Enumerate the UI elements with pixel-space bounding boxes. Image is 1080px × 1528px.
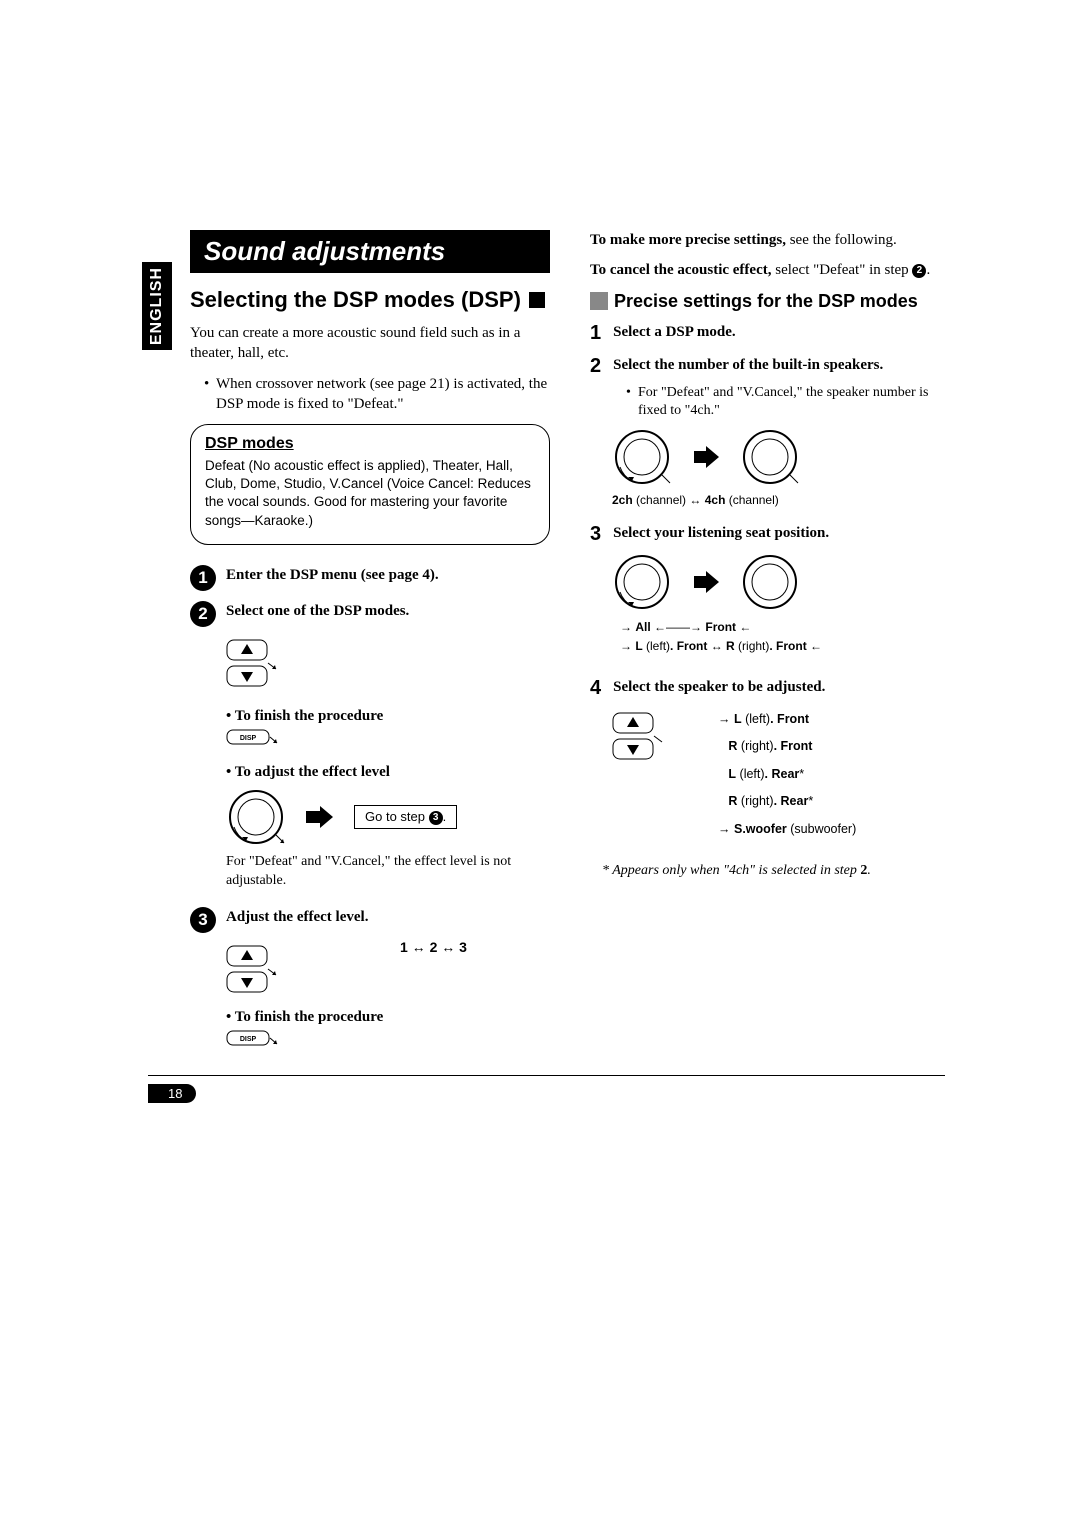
dsp-modes-title: DSP modes	[205, 435, 535, 453]
square-icon	[529, 292, 545, 308]
rstep-3-text: Select your listening seat position.	[613, 523, 829, 543]
sub-finish-1: • To finish the procedure	[226, 708, 550, 725]
step-number-2-icon: 2	[190, 601, 216, 627]
channel-row	[612, 427, 950, 487]
up-down-button-icon	[226, 639, 278, 687]
rstep-4-text: Select the speaker to be adjusted.	[613, 677, 825, 697]
content-columns: Sound adjustments Selecting the DSP mode…	[190, 230, 950, 1055]
arrow-right-icon	[306, 803, 334, 831]
speaker-r-front: R (right). Front	[718, 733, 856, 761]
arrow-right-icon	[692, 443, 720, 471]
footer-rule	[148, 1075, 945, 1076]
speaker-l-front: → L (left). Front	[718, 706, 856, 734]
more-precise-note: To make more precise settings, see the f…	[590, 230, 950, 250]
up-down-button-icon	[612, 712, 664, 760]
knob-icon	[612, 552, 672, 612]
section-heading-text: Selecting the DSP modes (DSP)	[190, 287, 521, 313]
right-steps: 1 Select a DSP mode. 2 Select the number…	[612, 322, 950, 844]
gray-square-icon	[590, 292, 608, 310]
page-number: 18	[148, 1084, 196, 1103]
knob-icon	[226, 787, 286, 847]
knob-icon	[740, 427, 800, 487]
svg-text:DISP: DISP	[240, 1036, 257, 1043]
sub-finish-2: • To finish the procedure	[226, 1009, 550, 1026]
position-flow-line2: → L (left). Front ↔ R (right). Front ←	[620, 637, 950, 656]
step-1-text: Enter the DSP menu (see page 4).	[226, 565, 439, 585]
speaker-subwoofer: → S.woofer (subwoofer)	[718, 816, 856, 844]
step2-ref-icon: 2	[912, 264, 926, 278]
rstep-1: 1 Select a DSP mode.	[612, 322, 950, 345]
chapter-title: Sound adjustments	[190, 230, 550, 273]
rstep-2-text: Select the number of the built-in speake…	[613, 355, 883, 375]
intro-bullet: When crossover network (see page 21) is …	[204, 374, 550, 415]
footnote-text: Appears only when "4ch" is selected in s…	[609, 863, 860, 878]
left-column: Sound adjustments Selecting the DSP mode…	[190, 230, 550, 1055]
rstep-1-num: 1	[590, 322, 601, 345]
ch-mid1: (channel) ↔	[633, 493, 705, 507]
disp-button-icon: DISP	[226, 1030, 278, 1050]
rstep-3: 3 Select your listening seat position.	[612, 523, 950, 546]
ch-4ch: 4ch	[705, 493, 726, 507]
rstep-4-num: 4	[590, 677, 601, 700]
channel-label: 2ch (channel) ↔ 4ch (channel)	[612, 493, 950, 507]
step-3-text: Adjust the effect level.	[226, 907, 368, 927]
defeat-note: For "Defeat" and "V.Cancel," the effect …	[226, 853, 550, 891]
rstep-2-num: 2	[590, 355, 601, 378]
cancel-bold: To cancel the acoustic effect,	[590, 262, 771, 278]
step-2: 2 Select one of the DSP modes.	[226, 601, 550, 627]
cancel-note: To cancel the acoustic effect, select "D…	[590, 260, 950, 280]
sub-adjust: • To adjust the effect level	[226, 764, 550, 781]
step-1: 1 Enter the DSP menu (see page 4).	[226, 565, 550, 591]
language-label: ENGLISH	[148, 267, 166, 345]
speaker-list: → L (left). Front R (right). Front L (le…	[718, 706, 856, 844]
arrow-right-icon	[692, 568, 720, 596]
rstep-2: 2 Select the number of the built-in spea…	[612, 355, 950, 378]
rstep-2-bullet: For "Defeat" and "V.Cancel," the speaker…	[626, 384, 950, 422]
ch-2ch: 2ch	[612, 493, 633, 507]
right-column: To make more precise settings, see the f…	[590, 230, 950, 1055]
sub-finish-1-text: To finish the procedure	[235, 708, 384, 724]
left-steps: 1 Enter the DSP menu (see page 4). 2 Sel…	[226, 565, 550, 1055]
dsp-modes-body: Defeat (No acoustic effect is applied), …	[205, 457, 535, 530]
step-number-1-icon: 1	[190, 565, 216, 591]
sub-finish-2-text: To finish the procedure	[235, 1009, 384, 1025]
more-precise-bold: To make more precise settings,	[590, 232, 786, 248]
step-2-text: Select one of the DSP modes.	[226, 601, 409, 621]
rstep-4: 4 Select the speaker to be adjusted.	[612, 677, 950, 700]
more-precise-rest: see the following.	[786, 232, 897, 248]
knob-icon	[612, 427, 672, 487]
rstep-1-text: Select a DSP mode.	[613, 322, 735, 342]
step-3-controls: 1 ↔ 2 ↔ 3	[226, 939, 550, 999]
footnote: * Appears only when "4ch" is selected in…	[602, 863, 950, 879]
step-3: 3 Adjust the effect level.	[226, 907, 550, 933]
step3-ref-icon: 3	[429, 811, 443, 825]
speaker-l-rear: L (left). Rear*	[718, 761, 856, 789]
knob-icon	[740, 552, 800, 612]
position-flow-line1: → All ←——→ Front ←	[620, 618, 950, 637]
rstep-3-num: 3	[590, 523, 601, 546]
position-flow: → All ←——→ Front ← → L (left). Front ↔ R…	[620, 618, 950, 656]
precise-settings-text: Precise settings for the DSP modes	[614, 291, 918, 312]
svg-text:DISP: DISP	[240, 735, 257, 742]
goto-step3-text: Go to step	[365, 809, 429, 824]
cancel-rest: select "Defeat" in step	[771, 262, 912, 278]
step-number-3-icon: 3	[190, 907, 216, 933]
footnote-star: *	[602, 863, 609, 878]
section-heading: Selecting the DSP modes (DSP)	[190, 287, 550, 313]
ch-mid2: (channel)	[725, 493, 778, 507]
up-down-button-icon	[226, 945, 278, 993]
level-sequence: 1 ↔ 2 ↔ 3	[400, 939, 467, 955]
speaker-select-row: → L (left). Front R (right). Front L (le…	[612, 706, 950, 844]
language-tab: ENGLISH	[142, 262, 172, 350]
dsp-modes-box: DSP modes Defeat (No acoustic effect is …	[190, 424, 550, 545]
position-row	[612, 552, 950, 612]
sub-adjust-text: To adjust the effect level	[235, 764, 390, 780]
intro-text: You can create a more acoustic sound fie…	[190, 323, 550, 364]
speaker-r-rear: R (right). Rear*	[718, 788, 856, 816]
disp-button-icon: DISP	[226, 729, 278, 749]
goto-step3-box: Go to step 3.	[354, 805, 457, 829]
adjust-row: Go to step 3.	[226, 787, 550, 847]
precise-settings-heading: Precise settings for the DSP modes	[590, 291, 950, 312]
